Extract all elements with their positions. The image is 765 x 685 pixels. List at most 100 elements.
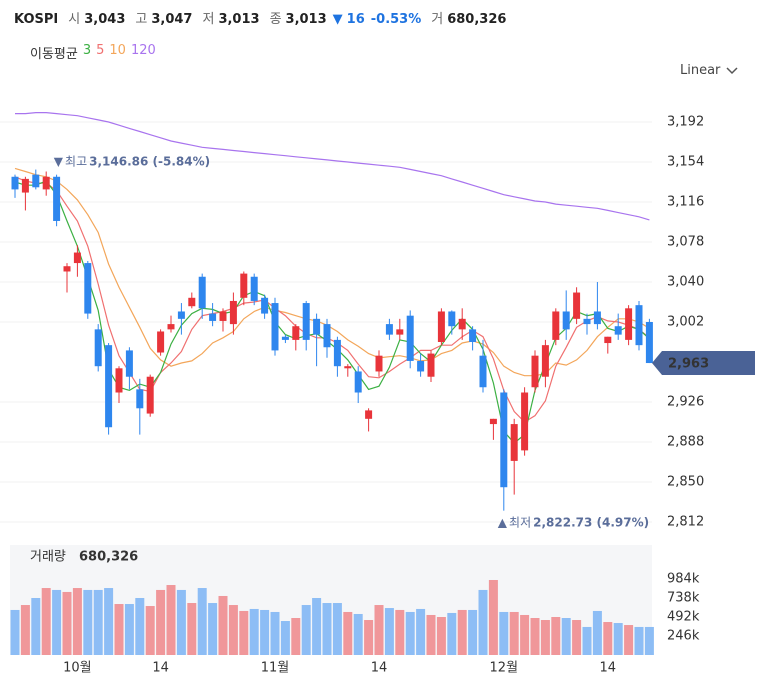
volume-bar — [322, 603, 332, 655]
volume-bar — [634, 626, 644, 655]
y-tick-label: 3,154 — [667, 155, 704, 170]
volume-bar — [228, 605, 238, 655]
annotation-label: 최저 — [509, 515, 531, 529]
y-tick-label: 2,850 — [667, 474, 704, 489]
y-tick-label: 2,888 — [667, 434, 704, 449]
scale-toggle[interactable]: Linear — [680, 63, 738, 78]
y-tick-label: 3,116 — [667, 195, 704, 210]
volume-bar — [488, 579, 498, 655]
x-tick-label: 14 — [371, 661, 388, 676]
volume-bar — [31, 597, 41, 655]
annotation-text: 2,822.73 (4.97%) — [533, 515, 649, 529]
volume-bar — [551, 616, 561, 655]
low-label: 저 — [202, 12, 215, 27]
price-tag — [652, 351, 755, 376]
candle-body — [63, 266, 71, 272]
candle-body — [73, 252, 81, 264]
candle-body — [115, 368, 123, 393]
candle-body — [427, 353, 435, 377]
volume-bar — [603, 622, 613, 655]
candle-body — [635, 305, 643, 346]
close-value: 3,013 — [285, 12, 327, 27]
close-label: 종 — [269, 12, 282, 27]
volume-bar — [343, 611, 353, 655]
volume-bar — [124, 604, 134, 655]
volume-bar — [145, 606, 155, 655]
candle-body — [500, 392, 508, 488]
ma-label: 이동평균 — [30, 47, 78, 62]
volume-bar — [416, 608, 426, 655]
candle-body — [240, 273, 248, 298]
volume-bar — [72, 588, 82, 655]
volume-bar — [592, 610, 602, 655]
candle-body — [604, 336, 612, 344]
x-tick-label: 12월 — [490, 661, 519, 676]
x-tick-label: 11월 — [261, 661, 290, 676]
candle-body — [177, 311, 185, 319]
candle-body — [219, 311, 227, 321]
volume-bar — [239, 610, 249, 655]
volume-bar — [572, 620, 582, 655]
volume-bar — [426, 614, 436, 655]
legend-entry: 10 — [109, 43, 126, 58]
volume-bar — [530, 617, 540, 655]
volume-bar — [280, 621, 290, 655]
volume-bar — [52, 589, 62, 655]
volume-bar — [291, 617, 301, 655]
annotation: ▲ 최저 2,822.73 (4.97%) — [498, 515, 649, 529]
candle-body — [313, 318, 321, 335]
volume-bar — [301, 605, 311, 655]
candle-body — [645, 321, 653, 364]
candle-body — [573, 292, 581, 319]
volume-bar — [353, 613, 363, 655]
candle-body — [354, 371, 362, 393]
volume-bar — [478, 589, 488, 655]
volume-bar — [457, 609, 467, 655]
volume-bar — [249, 608, 259, 655]
candle-body — [229, 300, 237, 325]
volume-bar — [561, 617, 571, 655]
volume-title: 거래량 — [30, 550, 66, 565]
volume-bar — [135, 597, 145, 655]
ma-line — [15, 112, 650, 221]
volume-bar — [270, 611, 280, 655]
volume-bar — [20, 605, 30, 655]
candle-body — [583, 318, 591, 325]
volume-bar — [405, 611, 415, 655]
volume-bar — [83, 589, 93, 655]
candle-body — [302, 303, 310, 340]
candle-body — [94, 329, 102, 367]
candle-body — [271, 303, 279, 351]
x-tick-label: 14 — [600, 661, 617, 676]
legend-entry: 3 — [82, 43, 92, 58]
title: KOSPI — [14, 12, 59, 27]
volume-bar — [62, 591, 72, 655]
volume-bar — [104, 588, 114, 655]
candle-body — [157, 331, 165, 353]
volume-bar — [624, 625, 634, 655]
candle-body — [84, 263, 92, 314]
y-tick-label: 3,192 — [667, 115, 704, 130]
annotation-label: 최고 — [65, 154, 87, 168]
candle-body — [21, 178, 29, 193]
low-value: 3,013 — [218, 12, 260, 27]
volume-label: 거 — [431, 12, 444, 27]
scale-label: Linear — [680, 63, 721, 78]
volume-tick-label: 246k — [667, 628, 700, 643]
candle-body — [458, 318, 466, 330]
volume-bar — [374, 605, 384, 655]
candle-body — [521, 392, 529, 451]
volume-bar — [187, 603, 197, 655]
candle-body — [261, 297, 269, 314]
volume-bar — [197, 588, 207, 655]
candle-body — [167, 324, 175, 330]
volume-bar — [509, 611, 519, 655]
candle-body — [281, 336, 289, 340]
candle-body — [146, 376, 154, 414]
volume-tick-label: 492k — [667, 609, 700, 624]
candle-body — [531, 355, 539, 388]
volume-bar — [114, 604, 124, 655]
y-tick-label: 2,812 — [667, 514, 704, 529]
candle-body — [396, 329, 404, 335]
candle-body — [209, 313, 217, 321]
